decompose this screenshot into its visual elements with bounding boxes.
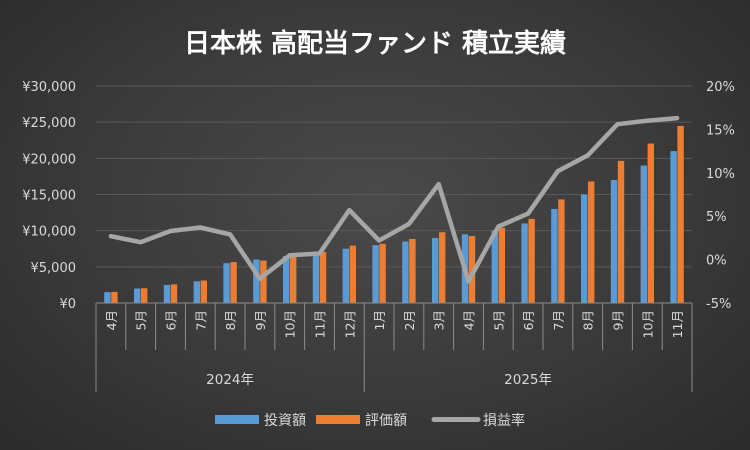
left-tick-label: ¥5,000	[31, 261, 77, 276]
bar-valuation	[260, 260, 267, 303]
bar-valuation	[528, 218, 535, 303]
bar-valuation	[230, 262, 237, 303]
category-label: 6月	[164, 310, 179, 330]
bar-investment	[521, 223, 528, 303]
bar-valuation	[558, 199, 565, 303]
year-label: 2024年	[206, 372, 254, 388]
bar-investment	[402, 241, 409, 303]
bar-valuation	[200, 280, 207, 303]
category-label: 12月	[342, 310, 357, 338]
legend-swatch	[316, 415, 360, 424]
bar-valuation	[290, 255, 297, 303]
legend: 投資額 評価額 損益率	[215, 412, 525, 429]
category-label: 11月	[670, 310, 685, 338]
bar-valuation	[498, 227, 505, 303]
bar-investment	[610, 180, 618, 303]
right-tick-label: 10%	[706, 167, 735, 182]
year-label: 2025年	[504, 372, 552, 388]
right-tick-label: 0%	[706, 254, 727, 269]
bar-valuation	[111, 291, 118, 303]
left-tick-label: ¥30,000	[22, 80, 76, 95]
bar-investment	[312, 252, 320, 303]
left-tick-label: ¥15,000	[22, 189, 76, 204]
left-axis-ticks: ¥0 ¥5,000 ¥10,000 ¥15,000 ¥20,000 ¥25,000 ¥30,…	[22, 80, 76, 312]
legend-swatch	[215, 415, 259, 424]
left-tick-label: ¥25,000	[22, 116, 76, 131]
legend-label: 評価額	[365, 413, 407, 429]
category-label: 5月	[491, 310, 506, 330]
category-label: 10月	[640, 310, 655, 338]
right-tick-label: 20%	[706, 80, 735, 95]
left-tick-label: ¥0	[59, 297, 76, 312]
bar-investment	[134, 288, 141, 303]
category-label: 10月	[283, 310, 298, 338]
bar-investment	[283, 255, 290, 303]
bar-valuation	[588, 181, 595, 303]
category-label: 11月	[313, 310, 328, 338]
bar-investment	[581, 194, 588, 303]
bar-investment	[193, 281, 200, 303]
bar-investment	[104, 292, 111, 303]
bar-valuation	[141, 288, 148, 303]
bar-investment	[432, 237, 439, 303]
category-label: 7月	[551, 310, 566, 330]
bar-investment	[670, 151, 677, 303]
bar-investment	[640, 165, 647, 303]
left-tick-label: ¥20,000	[22, 152, 76, 167]
category-label: 8月	[223, 310, 238, 330]
chart-title: 日本株 高配当ファンド 積立実績	[184, 28, 566, 59]
right-tick-label: 5%	[706, 210, 727, 225]
category-label: 4月	[104, 310, 119, 330]
right-tick-label: -5%	[706, 297, 731, 312]
category-label: 6月	[521, 310, 536, 330]
legend-label: 損益率	[483, 412, 525, 429]
bar-investment	[342, 248, 349, 303]
bar-investment	[372, 245, 379, 303]
bar-valuation	[647, 143, 654, 303]
bar-valuation	[349, 245, 356, 303]
category-label: 3月	[432, 310, 447, 330]
bar-valuation	[170, 284, 178, 303]
bar-valuation	[677, 125, 684, 303]
category-label: 4月	[462, 310, 477, 330]
category-label: 5月	[134, 310, 149, 330]
ratio-line	[108, 115, 680, 284]
bar-valuation	[379, 243, 386, 303]
bars	[104, 125, 684, 303]
bar-investment	[223, 263, 230, 303]
category-label: 1月	[372, 310, 387, 330]
category-label: 9月	[253, 310, 268, 330]
bar-valuation	[319, 252, 327, 303]
category-label: 2月	[402, 310, 417, 330]
bar-investment	[551, 208, 558, 303]
bar-valuation	[409, 238, 416, 303]
x-axis: 4月 5月 6月 7月 8月 9月 10月 11月 12月 1月 2月 3月 4月 5月 6月 7月 8月 9月 1…	[95, 302, 693, 392]
left-tick-label: ¥10,000	[22, 225, 76, 240]
bar-investment	[253, 259, 260, 303]
category-label: 9月	[611, 310, 626, 330]
legend-label: 投資額	[264, 413, 306, 429]
grid-lines	[96, 85, 692, 268]
category-label: 7月	[193, 310, 208, 330]
bar-valuation	[617, 160, 625, 303]
bar-investment	[491, 230, 498, 303]
category-label: 8月	[581, 310, 596, 330]
ratio-line-path	[108, 115, 680, 284]
bar-investment	[163, 284, 171, 303]
right-tick-label: 15%	[706, 123, 735, 138]
bar-valuation	[439, 232, 446, 303]
right-axis-ticks: -5% 0% 5% 10% 15% 20%	[706, 80, 735, 312]
bar-valuation	[468, 236, 476, 303]
